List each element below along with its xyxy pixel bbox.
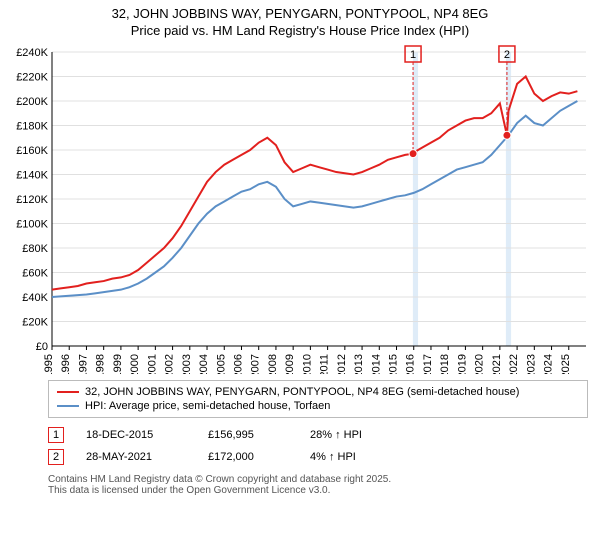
svg-text:2006: 2006 [232,354,244,374]
sale-dot [409,150,417,158]
sale-dot [503,131,511,139]
svg-text:£140K: £140K [16,170,48,182]
svg-text:2007: 2007 [250,354,262,374]
svg-text:2002: 2002 [164,354,176,374]
svg-text:£80K: £80K [22,243,48,255]
svg-text:2019: 2019 [456,354,468,374]
svg-text:£100K: £100K [16,219,48,231]
svg-text:£40K: £40K [22,292,48,304]
svg-text:2015: 2015 [388,354,400,374]
legend-item: 32, JOHN JOBBINS WAY, PENYGARN, PONTYPOO… [57,385,579,399]
sales-table: 1 18-DEC-2015 £156,995 28% ↑ HPI 2 28-MAY-202… [48,424,588,468]
attribution-line1: Contains HM Land Registry data © Crown c… [48,474,588,485]
sale-index-marker: 2 [48,449,64,465]
svg-text:1: 1 [410,49,416,61]
svg-text:£240K: £240K [16,47,48,59]
svg-text:£200K: £200K [16,96,48,108]
sale-date: 28-MAY-2021 [86,451,186,463]
sale-price: £156,995 [208,429,288,441]
sale-date: 18-DEC-2015 [86,429,186,441]
svg-text:2023: 2023 [525,354,537,374]
attribution-line2: This data is licensed under the Open Gov… [48,485,588,496]
line-chart-svg: £0 £20K £40K £60K £80K £100K £120K £140K £160K £1… [8,44,592,374]
title-address: 32, JOHN JOBBINS WAY, PENYGARN, PONTYPOO… [8,6,592,21]
svg-text:2000: 2000 [129,354,141,374]
sale-delta: 28% ↑ HPI [310,429,410,441]
svg-text:2001: 2001 [146,354,158,374]
series-price_paid [52,77,577,290]
svg-text:£120K: £120K [16,194,48,206]
svg-text:1999: 1999 [112,354,124,374]
svg-text:1998: 1998 [95,354,107,374]
svg-text:2022: 2022 [508,354,520,374]
chart-plot-area: £0 £20K £40K £60K £80K £100K £120K £140K £160K £1… [8,44,592,374]
chart-titles: 32, JOHN JOBBINS WAY, PENYGARN, PONTYPOO… [8,6,592,38]
svg-text:2020: 2020 [474,354,486,374]
svg-text:2005: 2005 [215,354,227,374]
svg-text:2013: 2013 [353,354,365,374]
sale-row: 2 28-MAY-2021 £172,000 4% ↑ HPI [48,446,588,468]
svg-text:1995: 1995 [43,354,55,374]
legend: 32, JOHN JOBBINS WAY, PENYGARN, PONTYPOO… [48,380,588,418]
svg-text:£180K: £180K [16,121,48,133]
svg-text:2011: 2011 [319,354,331,374]
legend-swatch [57,391,79,393]
svg-text:2018: 2018 [439,354,451,374]
svg-text:2024: 2024 [543,354,555,374]
chart-container: 32, JOHN JOBBINS WAY, PENYGARN, PONTYPOO… [0,0,600,500]
svg-text:2003: 2003 [181,354,193,374]
svg-text:2016: 2016 [405,354,417,374]
sale-index-marker: 1 [48,427,64,443]
legend-swatch [57,405,79,407]
svg-text:2025: 2025 [560,354,572,374]
svg-text:£220K: £220K [16,72,48,84]
attribution: Contains HM Land Registry data © Crown c… [48,474,588,496]
svg-text:£160K: £160K [16,145,48,157]
svg-text:2: 2 [504,49,510,61]
svg-text:£60K: £60K [22,268,48,280]
svg-text:2010: 2010 [301,354,313,374]
svg-text:2012: 2012 [336,354,348,374]
sale-delta: 4% ↑ HPI [310,451,410,463]
svg-text:£20K: £20K [22,317,48,329]
sale-row: 1 18-DEC-2015 £156,995 28% ↑ HPI [48,424,588,446]
svg-text:2017: 2017 [422,354,434,374]
title-subtitle: Price paid vs. HM Land Registry's House … [8,23,592,38]
svg-text:2009: 2009 [284,354,296,374]
svg-text:1997: 1997 [77,354,89,374]
legend-label: 32, JOHN JOBBINS WAY, PENYGARN, PONTYPOO… [85,386,519,398]
svg-text:2008: 2008 [267,354,279,374]
svg-text:1996: 1996 [60,354,72,374]
sale-price: £172,000 [208,451,288,463]
svg-text:£0: £0 [36,341,48,353]
legend-label: HPI: Average price, semi-detached house,… [85,400,330,412]
legend-item: HPI: Average price, semi-detached house,… [57,399,579,413]
svg-text:2014: 2014 [370,354,382,374]
svg-text:2021: 2021 [491,354,503,374]
svg-text:2004: 2004 [198,354,210,374]
